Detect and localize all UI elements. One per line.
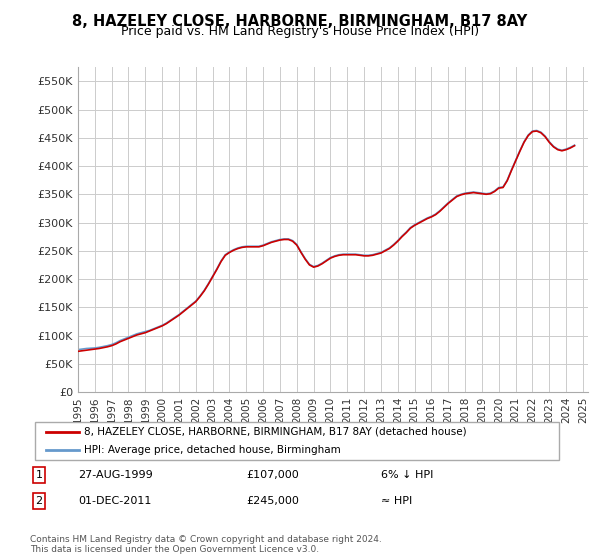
Text: Contains HM Land Registry data © Crown copyright and database right 2024.
This d: Contains HM Land Registry data © Crown c… [30,535,382,554]
Text: £107,000: £107,000 [246,470,299,480]
Text: 2: 2 [35,496,43,506]
Text: 27-AUG-1999: 27-AUG-1999 [79,470,154,480]
Text: 01-DEC-2011: 01-DEC-2011 [79,496,152,506]
Text: 1: 1 [35,470,43,480]
Text: £245,000: £245,000 [246,496,299,506]
Text: 8, HAZELEY CLOSE, HARBORNE, BIRMINGHAM, B17 8AY: 8, HAZELEY CLOSE, HARBORNE, BIRMINGHAM, … [73,14,527,29]
FancyBboxPatch shape [35,422,559,460]
Text: Price paid vs. HM Land Registry's House Price Index (HPI): Price paid vs. HM Land Registry's House … [121,25,479,38]
Text: HPI: Average price, detached house, Birmingham: HPI: Average price, detached house, Birm… [84,445,341,455]
Text: ≈ HPI: ≈ HPI [381,496,412,506]
Text: 6% ↓ HPI: 6% ↓ HPI [381,470,433,480]
Text: 8, HAZELEY CLOSE, HARBORNE, BIRMINGHAM, B17 8AY (detached house): 8, HAZELEY CLOSE, HARBORNE, BIRMINGHAM, … [84,427,467,437]
